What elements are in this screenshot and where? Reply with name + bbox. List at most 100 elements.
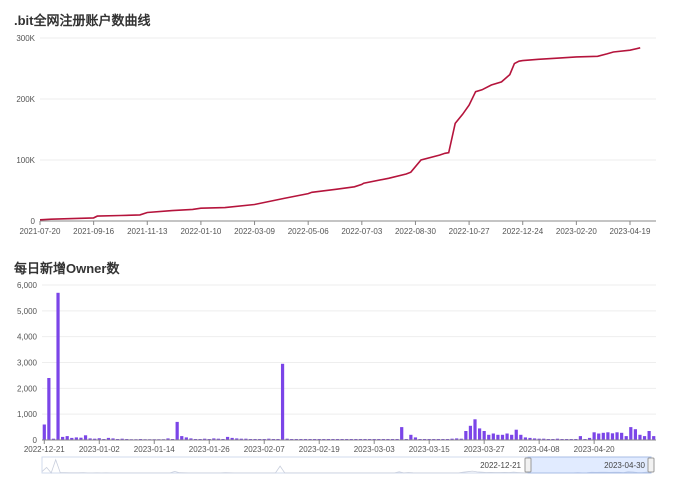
bar[interactable] [79, 437, 83, 440]
y-tick-label: 0 [31, 217, 36, 226]
bar[interactable] [468, 425, 473, 440]
bar[interactable] [88, 438, 92, 440]
bar[interactable] [510, 434, 514, 440]
bar[interactable] [203, 438, 207, 440]
bar[interactable] [578, 436, 582, 440]
bar[interactable] [244, 438, 248, 440]
y-tick-label: 200K [16, 95, 35, 104]
chart-title-daily-owners: 每日新增Owner数 [14, 261, 120, 276]
bar[interactable] [51, 438, 56, 440]
bar[interactable] [83, 435, 88, 440]
registrations-line-chart[interactable]: 0 100K 200K 300K 2021-07-20 2021-09-16 2021-11… [0, 0, 690, 250]
bar[interactable] [413, 437, 418, 440]
y-tick-label: 0 [33, 436, 38, 445]
bar[interactable] [615, 432, 619, 441]
bar[interactable] [601, 432, 605, 440]
bar[interactable] [537, 438, 541, 440]
zoom-start-label: 2022-12-21 [480, 461, 521, 470]
bar[interactable] [542, 438, 546, 440]
bar[interactable] [235, 438, 239, 440]
bar[interactable] [528, 437, 532, 440]
bar[interactable] [652, 436, 656, 440]
zoom-end-handle[interactable] [647, 457, 655, 473]
bar[interactable] [42, 424, 46, 441]
x-tick-label: 2023-02-20 [556, 227, 597, 236]
x-tick-label: 2023-03-15 [409, 445, 450, 454]
bar[interactable] [477, 428, 482, 440]
bar[interactable] [455, 438, 459, 440]
bar[interactable] [239, 438, 243, 440]
bar[interactable] [280, 363, 285, 440]
bar[interactable] [97, 438, 101, 440]
bar[interactable] [230, 437, 234, 440]
bar[interactable] [592, 432, 596, 441]
bar[interactable] [620, 432, 624, 440]
bar[interactable] [642, 436, 647, 440]
bar[interactable] [180, 436, 184, 440]
bar[interactable] [505, 433, 509, 441]
x-tick-label: 2022-05-06 [288, 227, 329, 236]
bar[interactable] [606, 432, 610, 441]
daily-owners-bar-chart[interactable]: 0 1,000 2,000 3,000 4,000 5,000 6,000 2022-12-2… [0, 250, 690, 480]
bar[interactable] [629, 427, 633, 440]
bar[interactable] [597, 433, 601, 441]
bar[interactable] [184, 437, 188, 440]
zoom-start-handle[interactable] [524, 457, 532, 473]
bar[interactable] [450, 438, 454, 440]
bar[interactable] [70, 437, 74, 440]
bar[interactable] [532, 438, 537, 440]
bar[interactable] [189, 438, 193, 440]
data-zoom-slider[interactable]: 2022-12-21 2023-04-30 [41, 456, 655, 474]
bar[interactable] [106, 437, 111, 440]
bar[interactable] [459, 438, 463, 440]
bar[interactable] [464, 431, 468, 440]
x-tick-label: 2023-01-14 [134, 445, 175, 454]
x-tick-label: 2023-02-07 [244, 445, 285, 454]
bar[interactable] [610, 433, 615, 440]
bar[interactable] [65, 436, 69, 440]
bar[interactable] [111, 438, 115, 440]
bar[interactable] [74, 437, 78, 440]
bar[interactable] [175, 421, 179, 440]
x-tick-label: 2023-04-19 [610, 227, 651, 236]
bar[interactable] [166, 438, 170, 440]
x-tick-label: 2021-07-20 [20, 227, 61, 236]
bar[interactable] [56, 292, 60, 441]
x-tick-label: 2021-11-13 [127, 227, 168, 236]
bar[interactable] [519, 434, 523, 440]
bar[interactable] [61, 436, 65, 440]
bar[interactable] [225, 436, 230, 440]
bar[interactable] [514, 429, 518, 440]
y-tick-label: 5,000 [17, 307, 38, 316]
x-tick-label: 2023-04-08 [519, 445, 560, 454]
bar[interactable] [212, 438, 216, 440]
bar[interactable] [587, 437, 592, 440]
series-line[interactable] [39, 47, 641, 221]
bar[interactable] [216, 438, 221, 440]
bar[interactable] [500, 434, 505, 440]
bar[interactable] [523, 437, 528, 440]
bar[interactable] [496, 434, 500, 440]
x-tick-label: 2023-02-19 [299, 445, 340, 454]
bar[interactable] [555, 438, 560, 440]
bar[interactable] [647, 431, 651, 440]
bar[interactable] [267, 438, 271, 440]
bar[interactable] [487, 434, 491, 440]
bar[interactable] [400, 427, 404, 440]
x-tick-label: 2022-12-21 [24, 445, 65, 454]
bar[interactable] [285, 438, 289, 440]
x-tick-label: 2021-09-16 [73, 227, 114, 236]
bar[interactable] [624, 436, 628, 440]
bar[interactable] [47, 378, 51, 440]
bar[interactable] [409, 434, 413, 440]
bar[interactable] [473, 419, 477, 440]
x-tick-label: 2022-12-24 [502, 227, 543, 236]
bar[interactable] [633, 429, 637, 440]
bar[interactable] [482, 431, 486, 440]
bar[interactable] [491, 433, 495, 441]
y-tick-label: 100K [16, 156, 35, 165]
bar[interactable] [120, 438, 124, 440]
bar[interactable] [93, 438, 97, 440]
bar[interactable] [638, 434, 642, 440]
y-tick-label: 4,000 [17, 333, 38, 342]
